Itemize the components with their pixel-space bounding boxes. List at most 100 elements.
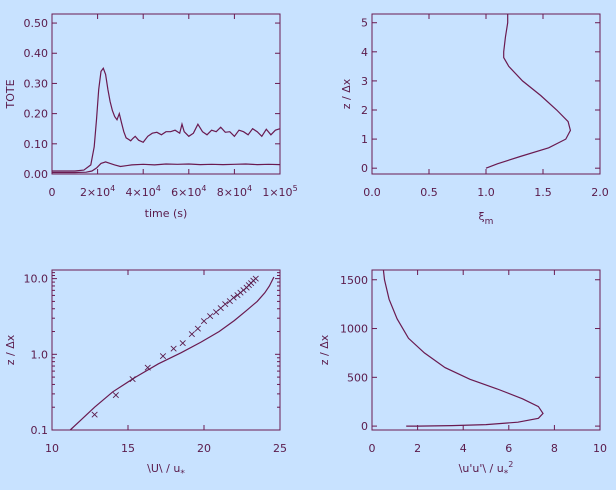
data-point-marker: ×	[178, 336, 187, 349]
data-point-marker: ×	[247, 276, 256, 289]
x-tick-label-exponent: 5	[293, 184, 298, 193]
x-tick-label: 0	[369, 442, 376, 455]
x-tick-label: 4	[460, 442, 467, 455]
y-tick-label: 0.20	[24, 108, 49, 121]
x-axis-label-base: \u'u'\ / u	[459, 462, 504, 475]
x-tick-label: 2×104	[80, 184, 115, 199]
x-axis-label-subscript: *	[180, 469, 185, 479]
data-point-marker: ×	[205, 310, 214, 323]
y-tick-label: 0.1	[31, 424, 49, 437]
x-tick-label: 1.0	[477, 186, 495, 199]
y-tick-label: 0.40	[24, 47, 49, 60]
y-tick-label: 2	[361, 104, 368, 117]
y-axis-label: TOTE	[4, 79, 17, 109]
x-axis-label: time (s)	[145, 207, 188, 220]
y-tick-label: 4	[361, 46, 368, 59]
data-point-marker: ×	[193, 322, 202, 335]
y-axis-label: z / Δx	[4, 334, 17, 365]
x-axis-label-subscript: m	[485, 217, 494, 227]
x-tick-label-base: 4×10	[126, 186, 156, 199]
x-axis-label: ξm	[479, 210, 494, 227]
y-tick-label: 10.0	[24, 273, 49, 286]
y-tick-label: 1.0	[31, 348, 49, 361]
x-tick-label: 10	[45, 442, 59, 455]
data-point-marker: ×	[221, 298, 230, 311]
xi-profile-plot: 0.0 0.5 1.0 1.5 2.0 0 1 2 3 4 5 z / Δx ξm	[340, 13, 609, 227]
x-tick-label: 8	[551, 442, 558, 455]
series-line-1	[485, 14, 572, 169]
x-tick-label: 0	[49, 186, 56, 199]
x-tick-label: 2	[414, 442, 421, 455]
data-point-marker: ×	[242, 281, 251, 294]
x-tick-label: 15	[121, 442, 135, 455]
x-tick-label: 4×104	[126, 184, 161, 199]
x-tick-label: 6×104	[171, 184, 206, 199]
x-tick-label-exponent: 4	[247, 184, 252, 193]
plot-frame	[51, 269, 281, 431]
y-tick-label: 5	[361, 17, 368, 30]
data-point-marker: ×	[249, 274, 258, 287]
data-point-marker: ×	[251, 272, 260, 285]
x-tick-label-exponent: 4	[156, 184, 161, 193]
data-point-marker: ×	[233, 288, 242, 301]
y-tick-label: 500	[347, 371, 368, 384]
data-point-marker: ×	[169, 342, 178, 355]
x-tick-label-base: 8×10	[217, 186, 247, 199]
x-tick-label-base: 6×10	[171, 186, 201, 199]
data-point-marker: ×	[239, 283, 248, 296]
x-axis-label-base: ξ	[479, 210, 485, 223]
data-point-marker: ×	[158, 349, 167, 362]
y-tick-label: 0.50	[24, 17, 49, 30]
x-tick-label: 0.0	[363, 186, 381, 199]
data-point-marker: ×	[143, 361, 152, 374]
series-line-1	[69, 276, 275, 431]
y-tick-label: 0	[361, 420, 368, 433]
y-tick-label: 1000	[340, 323, 368, 336]
wind-profile-plot: 10 15 20 250.11.010.0×××××× ××××××××××××××××…	[4, 269, 287, 479]
x-axis-label-superscript: 2	[508, 460, 513, 469]
y-tick-label: 0.10	[24, 138, 49, 151]
plot-frame	[51, 13, 281, 175]
y-tick-label: 0.30	[24, 77, 49, 90]
y-tick-label: 1	[361, 133, 368, 146]
x-tick-label: 20	[197, 442, 211, 455]
y-axis-label: z / Δx	[340, 78, 353, 109]
data-point-marker: ×	[90, 408, 99, 421]
x-axis-label-subscript: *	[504, 469, 509, 479]
data-point-marker: ×	[128, 373, 137, 386]
x-tick-label: 0.5	[420, 186, 438, 199]
x-tick-label: 1×105	[262, 184, 297, 199]
y-tick-label: 1500	[340, 274, 368, 287]
x-tick-label-base: 2×10	[80, 186, 110, 199]
series-line-1	[52, 67, 281, 172]
data-point-marker: ×	[229, 291, 238, 304]
data-point-marker: ×	[187, 328, 196, 341]
plot-frame	[371, 269, 601, 431]
x-tick-label: 1.5	[534, 186, 552, 199]
x-tick-label: 10	[593, 442, 607, 455]
data-point-marker: ×	[236, 286, 245, 299]
data-point-marker: ×	[212, 305, 221, 318]
series-line-1	[382, 269, 544, 427]
series-line-2	[52, 161, 281, 174]
x-tick-label-base: 0	[49, 186, 56, 199]
x-tick-label: 6	[505, 442, 512, 455]
x-tick-label: 25	[273, 442, 287, 455]
data-point-marker: ×	[199, 315, 208, 328]
y-axis-label: z / Δx	[318, 334, 331, 365]
x-axis-label: \u'u'\ / u*2	[459, 460, 514, 479]
y-tick-label: 0.00	[24, 168, 49, 181]
x-tick-label-exponent: 4	[201, 184, 206, 193]
x-tick-label-base: 1×10	[262, 186, 292, 199]
data-point-marker: ×	[225, 294, 234, 307]
x-tick-label-exponent: 4	[110, 184, 115, 193]
x-axis-label-base: \U\ / u	[147, 462, 180, 475]
data-point-marker: ×	[244, 279, 253, 292]
tote-time-plot: 0 2×104 4×104 6×104 8×104 1×1050.000.100.200.…	[4, 13, 298, 220]
data-point-marker: ×	[216, 301, 225, 314]
data-point-marker: ×	[111, 389, 120, 402]
x-tick-label: 2.0	[591, 186, 609, 199]
